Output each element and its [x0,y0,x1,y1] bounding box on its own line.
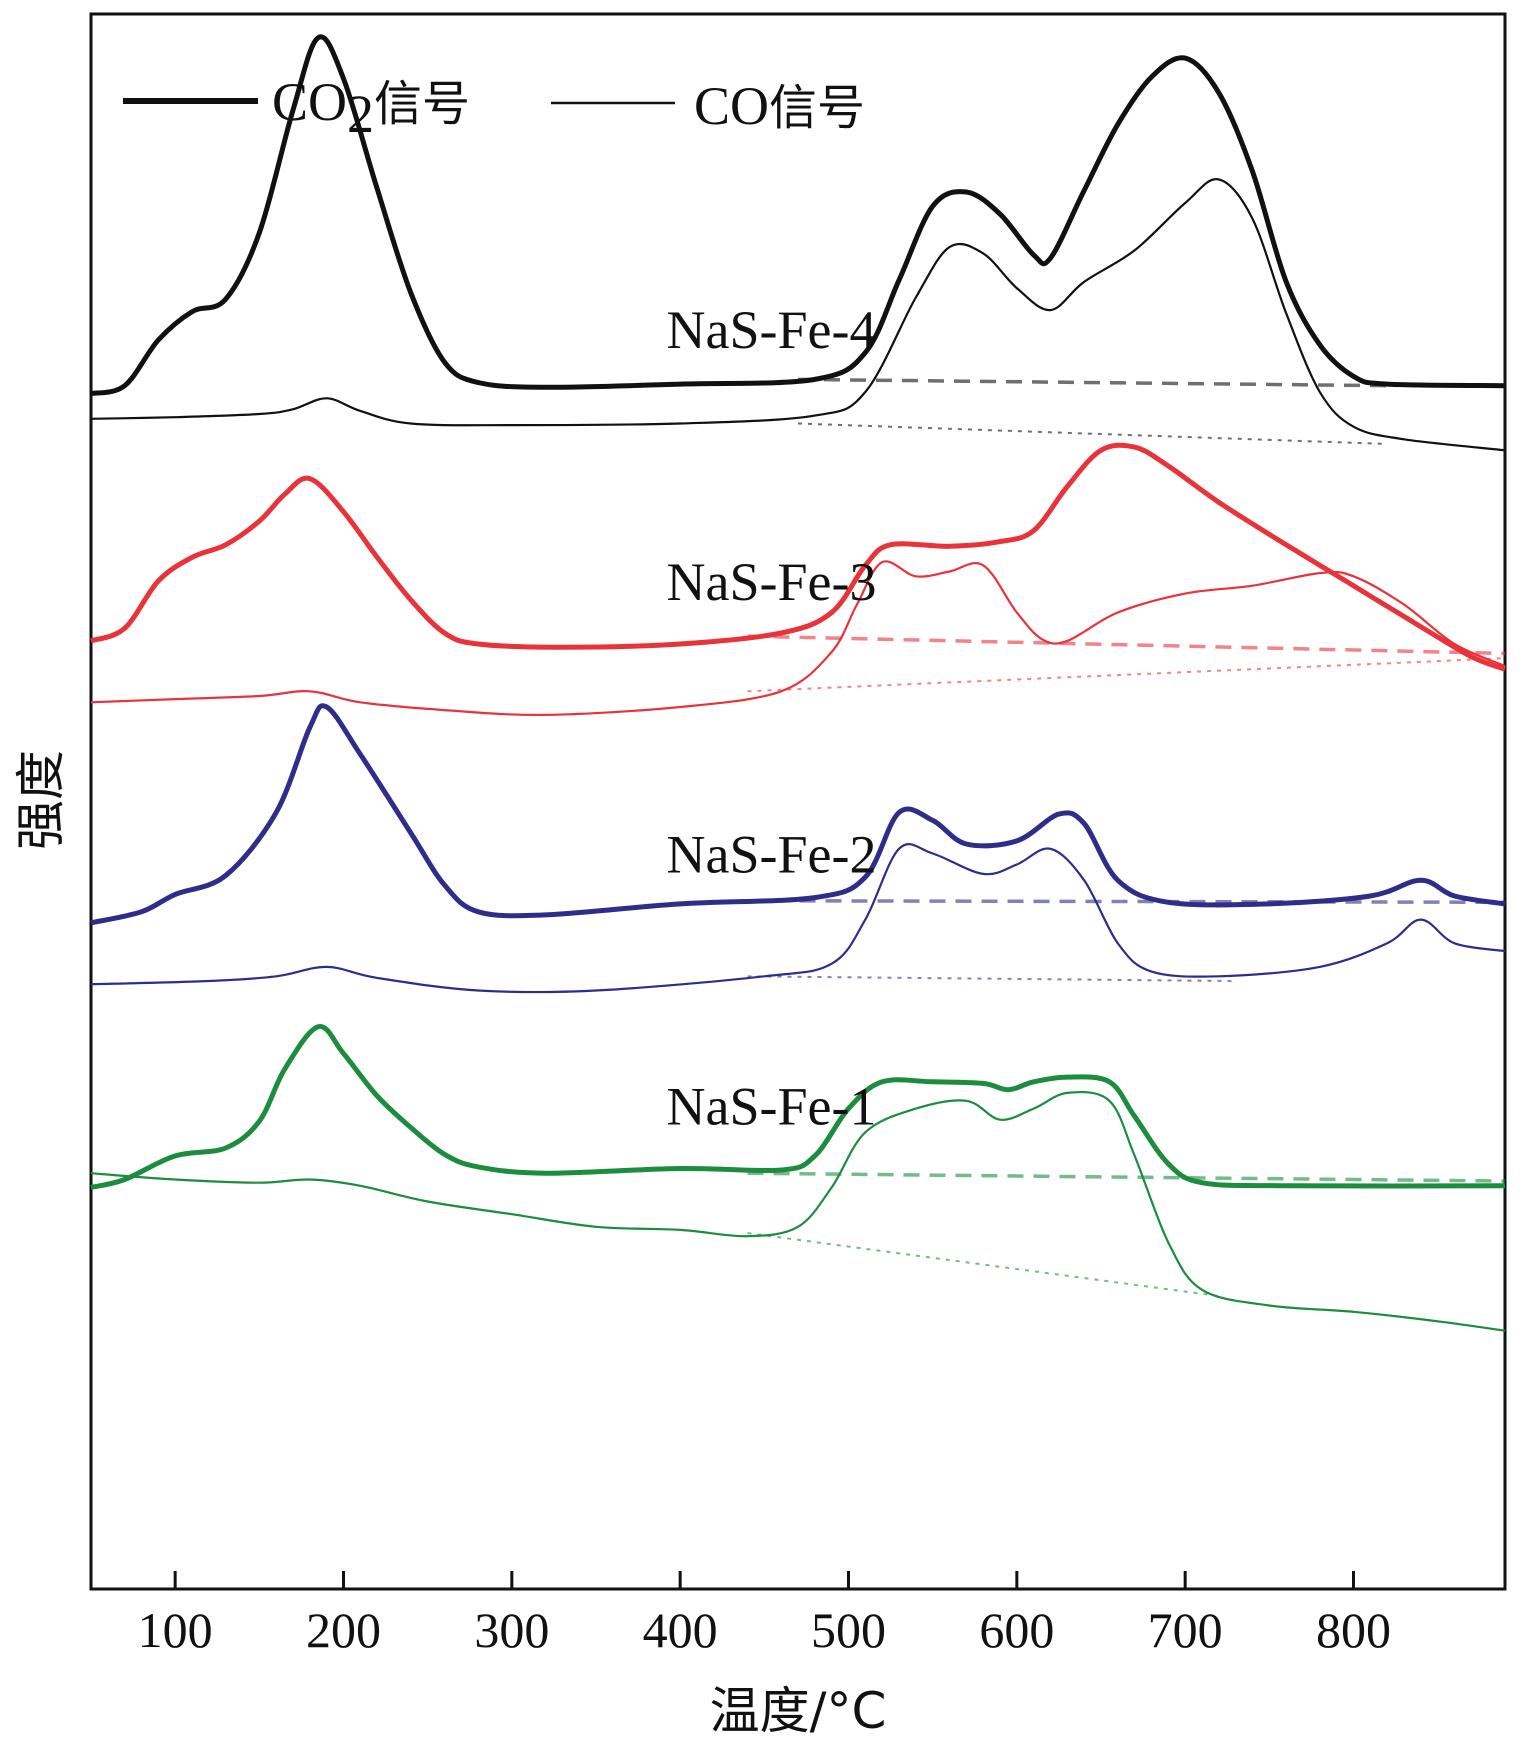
nas-fe-2-co-baseline [747,975,1236,983]
legend-co-main: CO [694,76,769,136]
sample-label-nas-fe-1: NaS-Fe-1 [667,1076,877,1136]
nas-fe-1-co2-curve [90,1024,1506,1190]
nas-fe-4-co2-baseline [797,377,1388,388]
plot-frame [89,12,1507,1591]
series-layer [90,34,1506,1332]
nas-fe-2-co-curve [90,843,1506,994]
nas-fe-4-co2-curve [90,34,1506,397]
nas-fe-3-co-baseline [747,657,1506,693]
nas-fe-3-co-curve [90,560,1506,717]
nas-fe-4-co-baseline [797,422,1388,445]
legend-co2-label: CO2信号 [272,72,470,144]
x-tick-label-400: 400 [643,1602,718,1658]
nas-fe-1-co-curve [90,1090,1506,1332]
x-tick-label-500: 500 [811,1602,886,1658]
nas-fe-2-co2-curve [90,703,1506,926]
y-axis-title: 强度 [12,750,70,850]
x-axis-ticks: 100 200 300 400 500 600 700 800 [138,1571,1391,1658]
x-tick-label-100: 100 [138,1602,213,1658]
x-tick-label-200: 200 [306,1602,381,1658]
x-tick-label-800: 800 [1316,1602,1391,1658]
nas-fe-3-co2-curve [90,442,1506,672]
sample-label-nas-fe-3: NaS-Fe-3 [667,552,877,612]
nas-fe-2-co2-baseline [747,898,1506,905]
x-tick-label-700: 700 [1148,1602,1223,1658]
x-tick-label-300: 300 [474,1602,549,1658]
x-axis-title: 温度/°C [710,1682,887,1740]
legend: CO2信号 CO信号 [123,72,865,144]
sample-labels: NaS-Fe-4 NaS-Fe-3 NaS-Fe-2 NaS-Fe-1 [667,300,877,1136]
legend-co-label: CO信号 [694,76,865,136]
legend-co2-main: CO [272,72,347,132]
legend-co2-suffix: 信号 [374,76,470,132]
nas-fe-3-co2-baseline [747,634,1506,656]
x-tick-label-600: 600 [979,1602,1054,1658]
sample-label-nas-fe-2: NaS-Fe-2 [667,824,877,884]
legend-co-suffix: 信号 [769,80,865,136]
nas-fe-4-co-curve [90,178,1506,452]
nas-fe-1-co2-baseline [747,1171,1506,1183]
sample-label-nas-fe-4: NaS-Fe-4 [667,300,877,360]
legend-co2-subscript: 2 [347,84,374,144]
